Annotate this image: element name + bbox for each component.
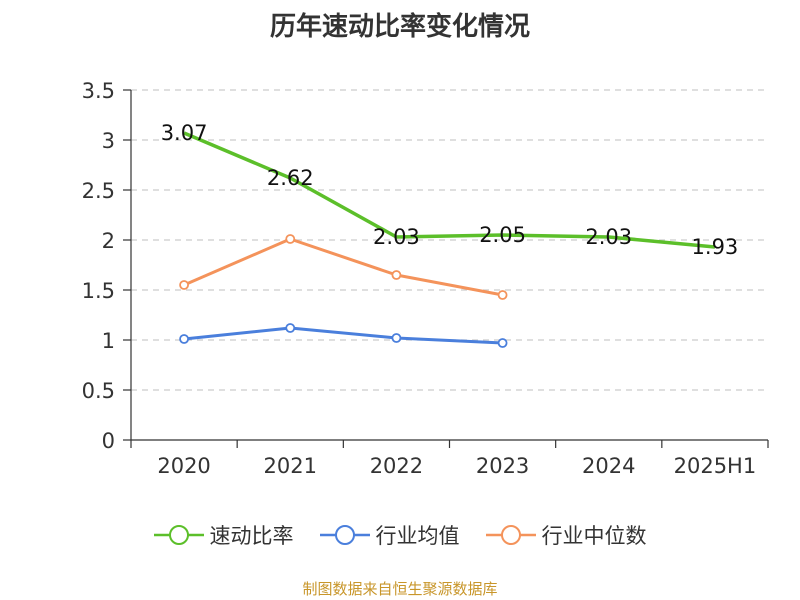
y-tick-label: 0.5 [82,379,115,403]
y-tick-label: 1.5 [82,279,115,303]
legend-swatch-industry-median [485,525,536,545]
data-point [391,270,402,280]
series-line [183,131,716,249]
x-tick-label: 2021 [264,454,317,478]
data-label: 2.03 [373,225,420,249]
legend-item-industry-median[interactable]: 行业中位数 [485,520,647,550]
source-note: 制图数据来自恒生聚源数据库 [302,580,498,598]
chart-title: 历年速动比率变化情况 [269,12,530,42]
x-tick-label: 2024 [582,454,635,478]
y-tick-label: 2.5 [82,179,115,203]
series-line [183,237,503,297]
legend-label-industry-mean: 行业均值 [375,524,460,548]
x-tick-label: 2022 [370,454,423,478]
x-tick-label: 2025H1 [674,454,757,478]
data-label: 3.07 [161,121,208,145]
legend-item-quick-ratio[interactable]: 速动比率 [153,520,294,550]
y-tick-label: 3.5 [82,79,115,103]
legend-item-industry-mean[interactable]: 行业均值 [319,520,460,550]
y-tick-label: 3 [102,129,115,153]
data-point [285,323,296,333]
data-label: 2.62 [267,166,314,190]
legend-swatch-industry-mean [319,525,370,545]
data-point [179,334,189,344]
data-point [497,290,508,300]
data-label: 2.03 [585,225,632,249]
legend: 速动比率 行业均值 行业中位数 [0,520,800,550]
data-label: 2.05 [479,223,526,247]
y-tick-label: 1 [102,329,115,353]
x-tick-label: 2020 [157,454,210,478]
data-point [391,333,402,343]
legend-swatch-quick-ratio [153,525,204,545]
legend-label-industry-median: 行业中位数 [541,524,647,548]
data-label: 1.93 [692,235,739,259]
data-point [285,234,296,244]
y-tick-label: 2 [102,229,115,253]
data-point [179,280,189,290]
legend-label-quick-ratio: 速动比率 [209,524,294,548]
data-point [497,338,508,348]
x-tick-label: 2023 [476,454,529,478]
y-tick-label: 0 [102,429,115,453]
series-line [183,326,503,345]
